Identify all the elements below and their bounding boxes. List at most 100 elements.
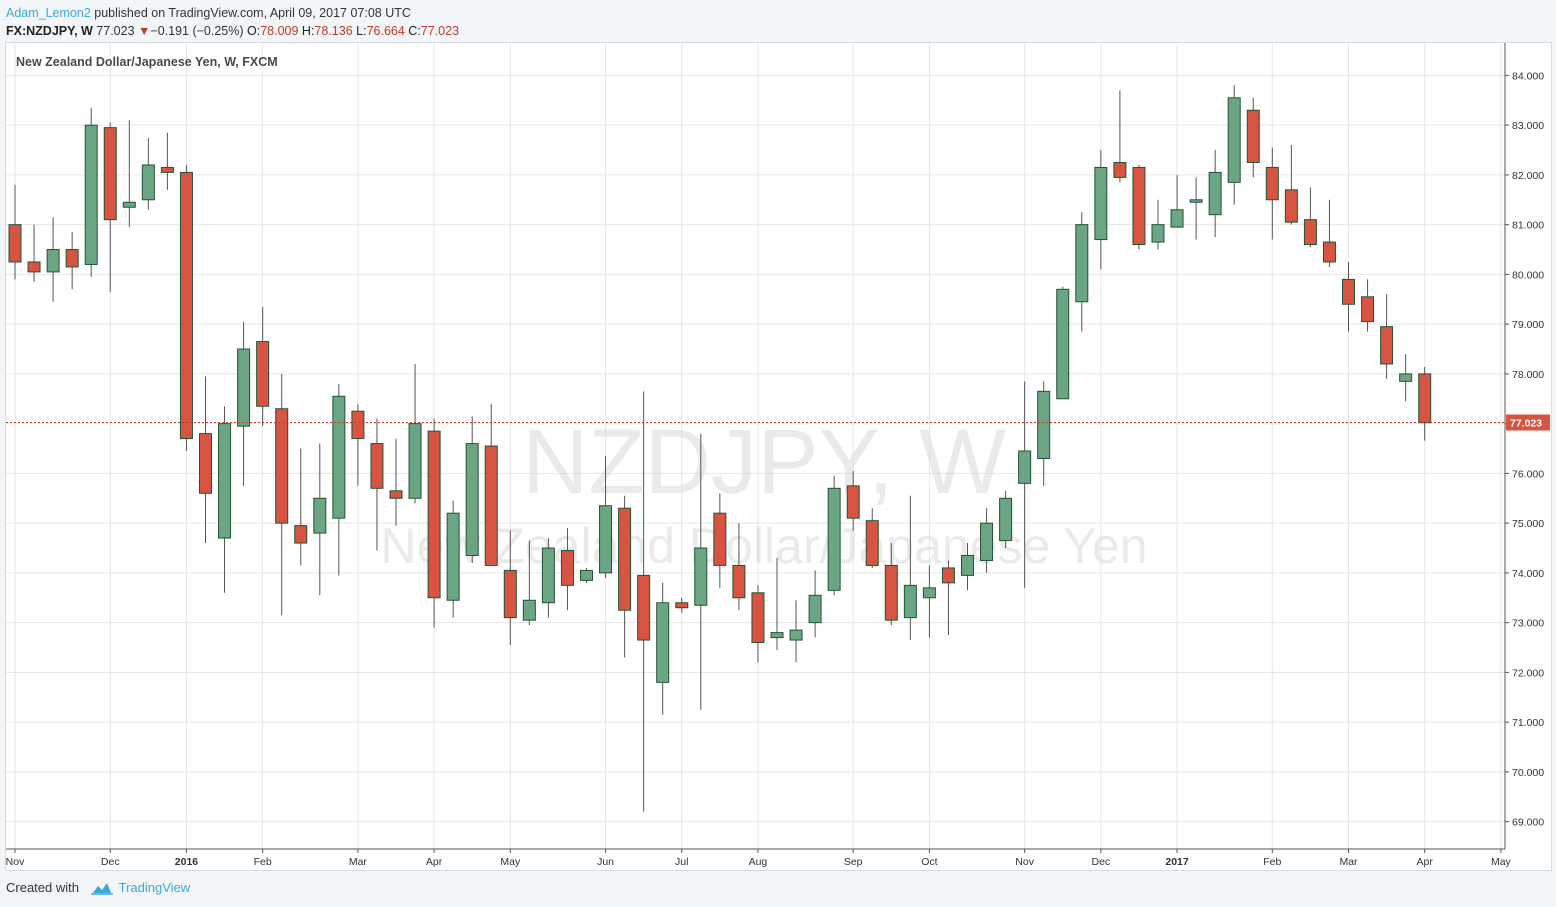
x-tick-label: 2016: [175, 856, 199, 868]
x-tick-label: Dec: [1092, 856, 1111, 868]
candle-body: [1361, 296, 1375, 323]
candle-down: [27, 224, 41, 282]
candle-body: [1094, 166, 1108, 241]
candle-down: [370, 418, 384, 551]
candle-up: [465, 416, 479, 563]
candle-body: [618, 507, 632, 611]
candle-up: [1018, 381, 1032, 588]
candle-body: [675, 602, 689, 609]
candle-body: [427, 430, 441, 599]
candle-body: [1265, 166, 1279, 201]
candle-up: [903, 495, 917, 641]
publish-line: Adam_Lemon2 published on TradingView.com…: [6, 4, 459, 22]
chart-header: Adam_Lemon2 published on TradingView.com…: [6, 4, 459, 40]
y-tick-label: 84.000: [1512, 70, 1544, 82]
candle-up: [141, 137, 155, 210]
candle-body: [770, 632, 784, 639]
candle-body: [941, 567, 955, 584]
last-price-tag: [1506, 414, 1550, 431]
chart-pane[interactable]: NZDJPY, W New Zealand Dollar/Japanese Ye…: [5, 42, 1552, 871]
candles: [8, 85, 1432, 812]
candle-down: [560, 528, 574, 611]
candle-up: [237, 321, 251, 486]
candle-body: [1113, 161, 1127, 178]
x-tick-label: Mar: [1339, 856, 1358, 868]
candle-down: [275, 373, 289, 616]
candle-up: [1227, 85, 1241, 205]
candle-down: [1322, 199, 1336, 267]
tradingview-link[interactable]: TradingView: [118, 880, 191, 895]
candle-down: [846, 470, 860, 531]
symbol-label[interactable]: FX:NZDJPY, W: [6, 24, 93, 38]
candle-up: [980, 508, 994, 573]
candle-up: [218, 406, 232, 593]
candle-body: [980, 522, 994, 561]
y-tick-label: 83.000: [1512, 120, 1544, 132]
y-tick-label: 82.000: [1512, 170, 1544, 182]
candle-body: [84, 124, 98, 265]
candle-down: [1265, 147, 1279, 240]
down-arrow-icon: ▼: [138, 24, 151, 38]
candle-body: [1303, 219, 1317, 246]
candle-body: [1018, 450, 1032, 484]
author-link[interactable]: Adam_Lemon2: [6, 6, 91, 20]
x-tick-label: Feb: [254, 856, 272, 868]
candle-body: [1227, 97, 1241, 183]
candle-up: [1056, 286, 1070, 400]
candle-down: [1418, 366, 1432, 441]
symbol-quote-line: FX:NZDJPY, W 77.023 ▼−0.191 (−0.25%) O:7…: [6, 22, 459, 40]
candle-up: [789, 600, 803, 663]
last-price: 77.023: [96, 24, 135, 38]
candle-body: [179, 171, 193, 440]
y-tick-label: 71.000: [1512, 717, 1544, 729]
candlestick-chart[interactable]: NZDJPY, W New Zealand Dollar/Japanese Ye…: [6, 43, 1551, 870]
candle-body: [275, 408, 289, 524]
candle-body: [65, 249, 79, 268]
candle-up: [1075, 212, 1089, 332]
candle-body: [1284, 189, 1298, 223]
candle-down: [1303, 187, 1317, 248]
candle-up: [1189, 177, 1203, 240]
candle-body: [199, 433, 212, 494]
candle-down: [884, 543, 898, 626]
x-tick-label: Apr: [1417, 856, 1434, 868]
x-tick-label: Oct: [921, 856, 937, 868]
candle-down: [1342, 261, 1355, 332]
candle-body: [1342, 278, 1355, 305]
candle-body: [1246, 109, 1260, 163]
tradingview-logo-icon: [90, 881, 113, 898]
candle-body: [884, 564, 898, 621]
watermark: NZDJPY, W New Zealand Dollar/Japanese Ye…: [380, 411, 1147, 574]
y-tick-label: 70.000: [1512, 767, 1544, 779]
candle-up: [1094, 150, 1108, 270]
candle-body: [999, 497, 1013, 542]
candle-body: [599, 505, 613, 574]
candle-down: [732, 523, 746, 611]
candle-body: [370, 443, 384, 489]
candle-body: [1189, 199, 1203, 203]
candle-up: [827, 475, 841, 596]
chart-title: New Zealand Dollar/Japanese Yen, W, FXCM: [16, 55, 278, 69]
candle-body: [8, 224, 22, 263]
x-tick-label: Apr: [426, 856, 443, 868]
y-tick-label: 80.000: [1512, 269, 1544, 281]
candle-up: [122, 120, 136, 228]
candle-body: [27, 261, 41, 273]
candle-down: [179, 164, 193, 452]
y-tick-label: 79.000: [1512, 319, 1544, 331]
high-label: H:: [301, 24, 315, 38]
candle-body: [961, 554, 974, 576]
candle-body: [808, 594, 822, 624]
candle-up: [808, 570, 822, 638]
candle-down: [637, 391, 651, 812]
candle-down: [1132, 164, 1146, 250]
candle-down: [256, 306, 270, 427]
candle-body: [1075, 224, 1089, 303]
candle-body: [141, 164, 155, 201]
candle-body: [484, 445, 498, 566]
candle-down: [427, 418, 441, 628]
candle-body: [446, 512, 460, 601]
candle-down: [1246, 97, 1260, 178]
candle-down: [675, 597, 689, 613]
candle-body: [408, 423, 422, 499]
